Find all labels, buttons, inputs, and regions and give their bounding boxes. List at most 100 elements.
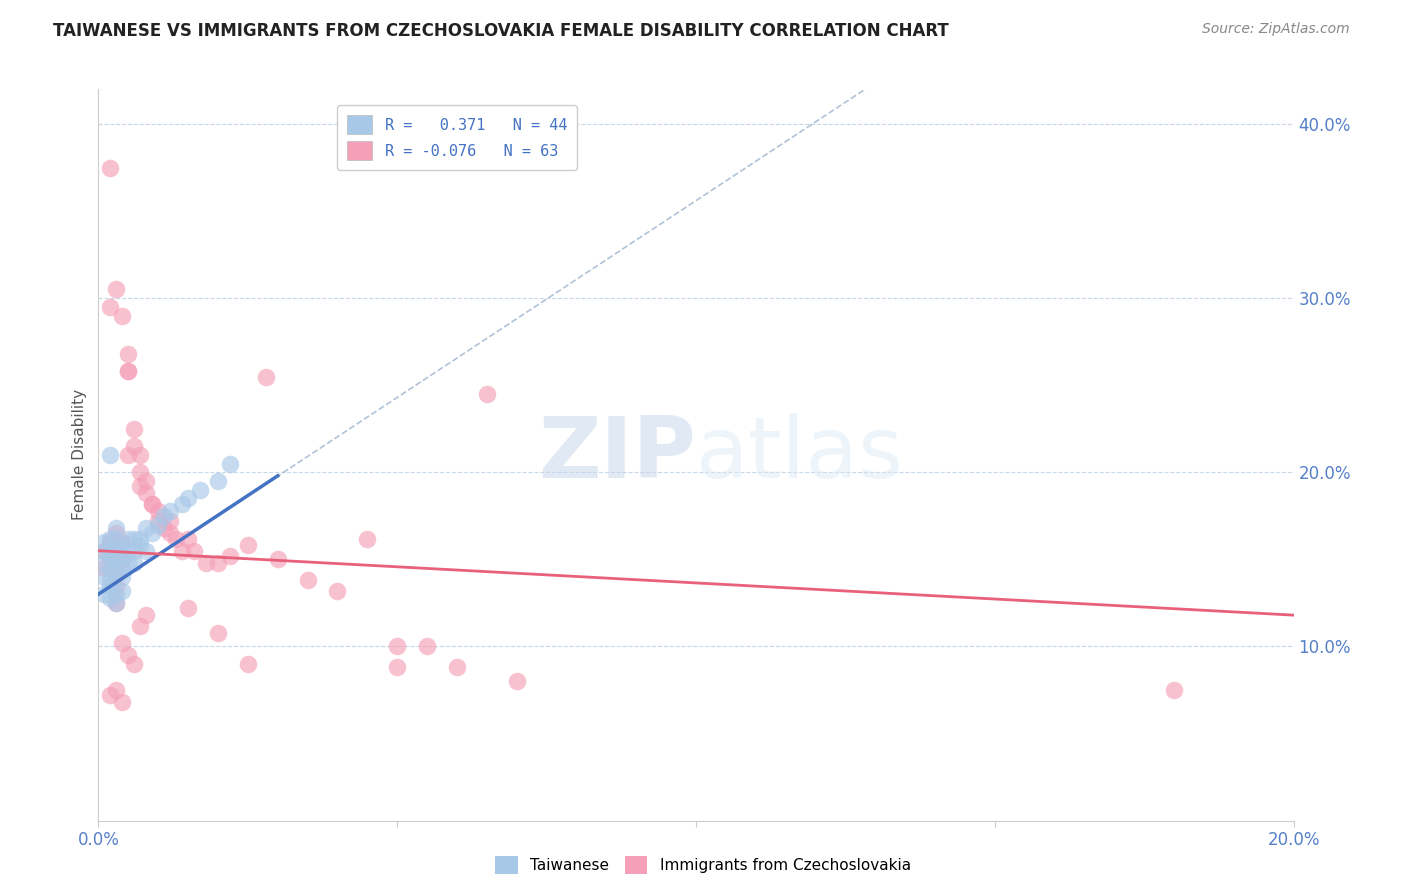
Point — [172, 543, 194, 558]
Point — [141, 497, 163, 511]
Point — [506, 674, 529, 689]
Point — [98, 561, 122, 575]
Point — [165, 532, 187, 546]
Point — [93, 587, 115, 601]
Point — [236, 539, 259, 553]
Text: ZIP: ZIP — [538, 413, 696, 497]
Text: Source: ZipAtlas.com: Source: ZipAtlas.com — [1202, 22, 1350, 37]
Point — [111, 583, 134, 598]
Point — [207, 556, 229, 570]
Point — [93, 535, 115, 549]
Point — [105, 596, 128, 610]
Point — [111, 539, 134, 553]
Point — [159, 503, 181, 517]
Point — [219, 457, 242, 471]
Point — [105, 587, 128, 601]
Point — [124, 422, 146, 436]
Point — [267, 552, 290, 566]
Point — [98, 591, 122, 605]
Point — [117, 364, 139, 378]
Point — [117, 532, 139, 546]
Point — [177, 601, 200, 615]
Point — [105, 552, 128, 566]
Point — [117, 347, 139, 361]
Point — [98, 543, 122, 558]
Point — [124, 439, 146, 453]
Point — [105, 526, 128, 541]
Point — [124, 657, 146, 671]
Point — [356, 532, 378, 546]
Text: atlas: atlas — [696, 413, 904, 497]
Legend: Taiwanese, Immigrants from Czechoslovakia: Taiwanese, Immigrants from Czechoslovaki… — [489, 850, 917, 880]
Point — [98, 688, 122, 702]
Text: TAIWANESE VS IMMIGRANTS FROM CZECHOSLOVAKIA FEMALE DISABILITY CORRELATION CHART: TAIWANESE VS IMMIGRANTS FROM CZECHOSLOVA… — [53, 22, 949, 40]
Point — [111, 570, 134, 584]
Point — [159, 526, 181, 541]
Legend: R =   0.371   N = 44, R = -0.076   N = 63: R = 0.371 N = 44, R = -0.076 N = 63 — [336, 105, 578, 170]
Point — [188, 483, 211, 497]
Point — [236, 657, 259, 671]
Point — [135, 608, 157, 623]
Point — [105, 532, 128, 546]
Point — [219, 549, 242, 563]
Point — [111, 636, 134, 650]
Point — [105, 683, 128, 698]
Point — [117, 543, 139, 558]
Point — [135, 543, 157, 558]
Point — [93, 543, 115, 558]
Point — [475, 387, 498, 401]
Point — [117, 556, 139, 570]
Point — [129, 532, 152, 546]
Point — [183, 543, 205, 558]
Point — [141, 497, 163, 511]
Point — [148, 517, 170, 532]
Y-axis label: Female Disability: Female Disability — [72, 389, 87, 521]
Point — [98, 161, 122, 175]
Point — [124, 532, 146, 546]
Point — [124, 556, 146, 570]
Point — [105, 578, 128, 592]
Point — [129, 448, 152, 462]
Point — [124, 543, 146, 558]
Point — [207, 474, 229, 488]
Point — [105, 543, 128, 558]
Point — [98, 532, 122, 546]
Point — [135, 521, 157, 535]
Point — [105, 521, 128, 535]
Point — [117, 448, 139, 462]
Point — [105, 566, 128, 581]
Point — [105, 596, 128, 610]
Point — [98, 535, 122, 549]
Point — [177, 491, 200, 506]
Point — [105, 566, 128, 581]
Point — [129, 479, 152, 493]
Point — [111, 695, 134, 709]
Point — [117, 648, 139, 663]
Point — [148, 514, 170, 528]
Point — [177, 532, 200, 546]
Point — [1163, 683, 1185, 698]
Point — [254, 369, 277, 384]
Point — [129, 466, 152, 480]
Point — [207, 625, 229, 640]
Point — [111, 309, 134, 323]
Point — [98, 552, 122, 566]
Point — [98, 448, 122, 462]
Point — [129, 539, 152, 553]
Point — [98, 552, 122, 566]
Point — [135, 486, 157, 500]
Point — [129, 618, 152, 632]
Point — [111, 552, 134, 566]
Point — [117, 364, 139, 378]
Point — [98, 578, 122, 592]
Point — [195, 556, 218, 570]
Point — [111, 561, 134, 575]
Point — [159, 514, 181, 528]
Point — [98, 300, 122, 314]
Point — [93, 570, 115, 584]
Point — [93, 561, 115, 575]
Point — [446, 660, 468, 674]
Point — [111, 535, 134, 549]
Point — [93, 556, 115, 570]
Point — [111, 549, 134, 563]
